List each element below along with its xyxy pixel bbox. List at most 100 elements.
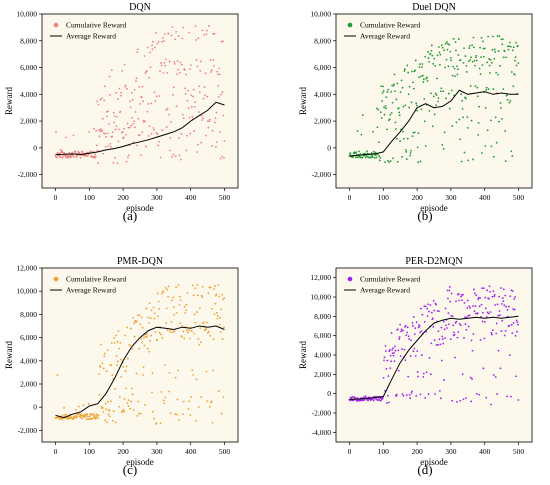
x-tick-label: 200 [117,447,129,456]
scatter-point [66,416,69,419]
scatter-point [131,393,134,396]
scatter-point [419,63,421,66]
scatter-point [175,286,178,289]
scatter-point [511,49,514,52]
scatter-point [479,46,481,49]
scatter-point [84,414,87,417]
scatter-point [148,302,151,305]
scatter-point [438,389,441,392]
plot-area [348,285,520,406]
scatter-point [467,60,470,63]
scatter-point [461,299,464,302]
scatter-point [197,37,200,40]
y-tick-label: 2,000 [314,117,331,126]
x-tick-label: 400 [185,447,197,456]
scatter-point [367,399,369,402]
scatter-point [104,145,107,148]
scatter-point [112,111,115,114]
scatter-point [223,297,226,299]
scatter-point [215,293,218,296]
scatter-point [172,153,175,156]
scatter-point [412,131,415,134]
scatter-point [354,156,357,159]
scatter-point [356,130,359,132]
scatter-point [135,80,137,83]
scatter-point [153,46,156,49]
scatter-point [443,328,446,331]
scatter-point [489,58,492,61]
scatter-point [451,74,454,77]
scatter-point [488,285,491,288]
scatter-point [187,331,189,334]
y-tick-label: 10,000 [16,10,37,19]
scatter-point [217,95,220,98]
legend-box [48,272,136,296]
scatter-point [479,297,481,299]
scatter-point [212,58,215,61]
scatter-point [153,317,156,320]
scatter-point [181,113,184,116]
scatter-point [124,84,127,87]
scatter-point [465,328,468,331]
scatter-point [377,141,380,144]
scatter-point [423,305,426,308]
scatter-point [407,93,410,96]
scatter-point [374,397,376,400]
scatter-point [468,314,471,317]
scatter-point [410,101,413,104]
scatter-point [418,66,421,69]
plot-area [54,284,226,425]
scatter-point [127,357,129,360]
scatter-point [423,320,426,323]
scatter-point [428,357,431,359]
scatter-point [222,40,224,43]
scatter-point [213,313,216,316]
scatter-point [206,29,208,32]
scatter-point [102,152,105,155]
scatter-point [221,91,224,93]
scatter-point [410,392,413,394]
scatter-point [130,387,133,390]
scatter-point [375,397,378,400]
scatter-point [507,48,510,51]
scatter-point [166,71,169,74]
scatter-point [149,51,152,54]
scatter-point [438,46,440,48]
scatter-point [468,47,471,49]
scatter-point [492,155,495,158]
scatter-point [433,339,436,342]
scatter-point [450,59,453,62]
scatter-point [214,302,217,305]
scatter-point [442,147,445,150]
scatter-point [219,331,222,334]
x-tick-label: 0 [348,193,352,202]
scatter-point [136,414,139,417]
legend-label-line: Average Reward [360,32,410,41]
scatter-point [170,321,173,323]
scatter-point [116,115,118,118]
scatter-point [73,155,75,158]
scatter-point [115,91,117,94]
scatter-point [504,294,507,297]
x-tick-label: 200 [117,193,129,202]
scatter-point [441,335,444,338]
scatter-point [221,293,223,296]
scatter-point [397,349,400,352]
scatter-point [84,155,87,158]
scatter-point [424,397,427,399]
scatter-point [495,71,498,74]
scatter-point [139,153,142,156]
scatter-point [420,108,423,111]
scatter-point [456,73,459,76]
scatter-point [426,315,429,317]
scatter-point [165,108,168,111]
scatter-point [78,152,81,154]
legend-label-line: Average Reward [360,286,410,295]
scatter-point [189,132,192,135]
scatter-point [203,33,205,36]
x-axis-label: episode [126,457,154,467]
scatter-point [152,127,155,129]
scatter-point [422,81,425,83]
scatter-point [363,398,366,401]
scatter-point [437,97,440,100]
